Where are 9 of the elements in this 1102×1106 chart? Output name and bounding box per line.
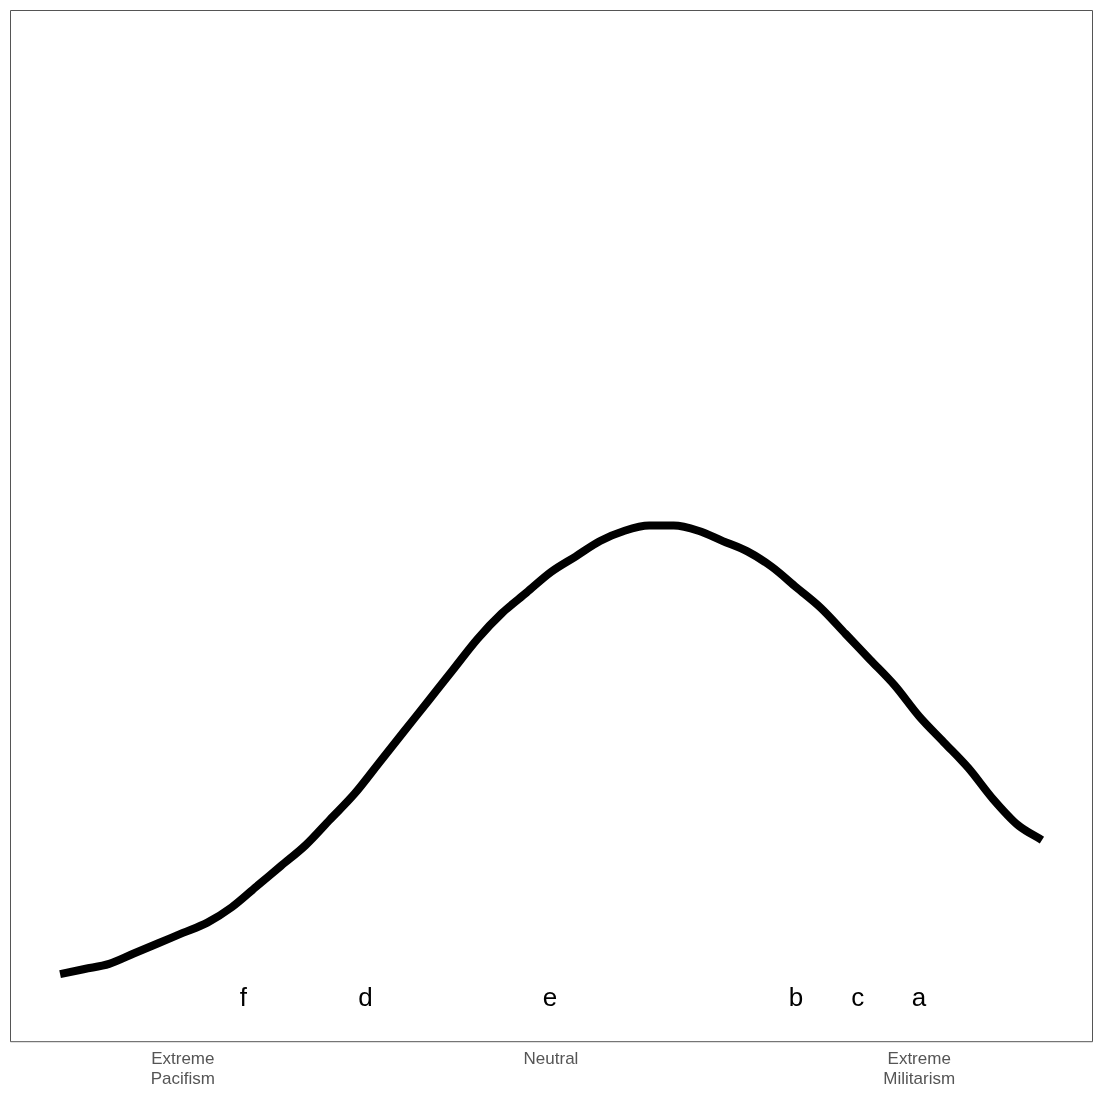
annotation: e <box>542 982 558 1013</box>
x-tick-label: Extreme Pacifism <box>150 1049 215 1089</box>
annotation: f <box>239 982 248 1013</box>
x-tick-label: Extreme Militarism <box>883 1049 956 1089</box>
annotation: d <box>358 982 373 1013</box>
annotation: a <box>911 982 927 1013</box>
annotation: b <box>788 982 804 1013</box>
x-tick-label: Neutral <box>523 1049 579 1069</box>
annotation: c <box>851 982 865 1013</box>
